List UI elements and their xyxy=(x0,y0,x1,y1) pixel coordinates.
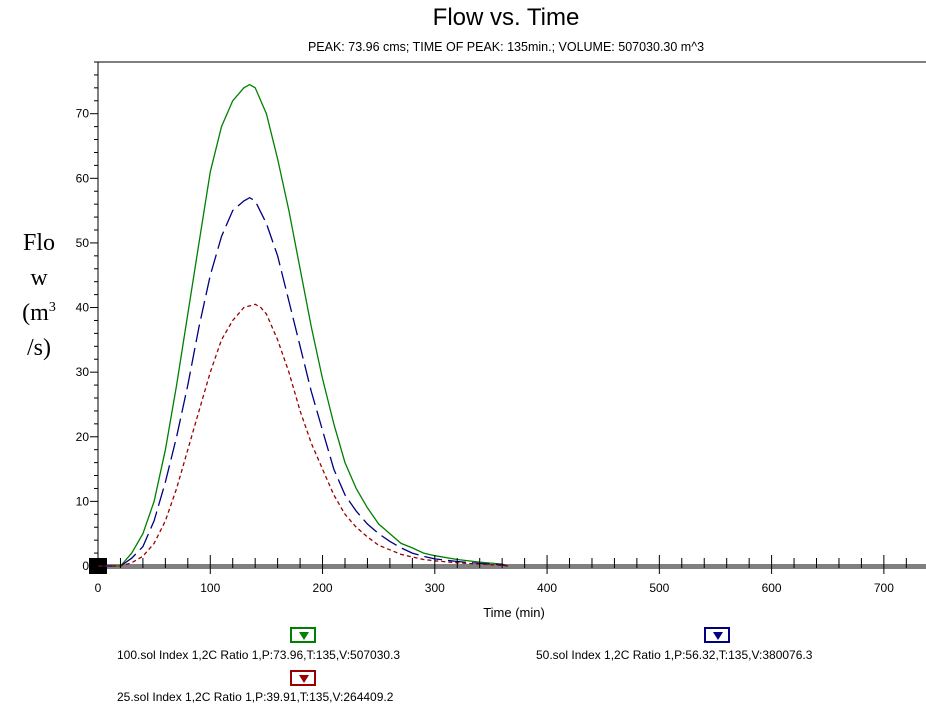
legend-item-50: 50.sol Index 1,2C Ratio 1,P:56.32,T:135,… xyxy=(536,648,812,662)
legend-marker-25[interactable] xyxy=(290,670,316,686)
x-tick-label: 400 xyxy=(537,581,557,595)
series-line-1 xyxy=(98,198,508,566)
y-tick-label: 50 xyxy=(76,236,90,250)
x-tick-label: 600 xyxy=(762,581,782,595)
series-group xyxy=(98,85,508,566)
x-tick-label: 200 xyxy=(313,581,333,595)
legend-marker-100-triangle-icon xyxy=(298,631,310,641)
legend-marker-100[interactable] xyxy=(290,627,316,643)
x-tick-label: 700 xyxy=(874,581,894,595)
x-tick-label: 100 xyxy=(200,581,220,595)
x-tick-label: 300 xyxy=(425,581,445,595)
x-axis-baseline xyxy=(98,564,926,569)
series-line-0 xyxy=(98,85,508,566)
y-tick-label: 40 xyxy=(76,301,90,315)
x-tick-label: 0 xyxy=(95,581,102,595)
y-tick-label: 30 xyxy=(76,365,90,379)
y-tick-label: 60 xyxy=(76,171,90,185)
axes xyxy=(89,62,926,574)
series-line-2 xyxy=(98,304,508,566)
y-tick-label: 0 xyxy=(82,559,89,573)
y-tick-label: 10 xyxy=(76,494,90,508)
y-tick-label: 20 xyxy=(76,430,90,444)
legend-marker-25-triangle-icon xyxy=(298,674,310,684)
legend-item-25: 25.sol Index 1,2C Ratio 1,P:39.91,T:135,… xyxy=(117,690,393,704)
x-tick-label: 500 xyxy=(649,581,669,595)
legend-item-100: 100.sol Index 1,2C Ratio 1,P:73.96,T:135… xyxy=(117,648,400,662)
legend-marker-50[interactable] xyxy=(704,627,730,643)
legend-marker-50-triangle-icon xyxy=(712,631,724,641)
x-axis-label: Time (min) xyxy=(483,605,545,620)
y-tick-label: 70 xyxy=(76,107,90,121)
